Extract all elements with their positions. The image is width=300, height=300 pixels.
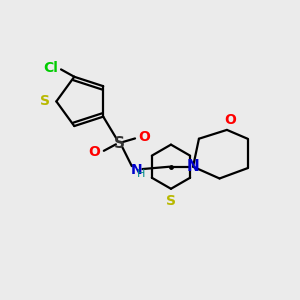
Text: N: N <box>131 163 142 177</box>
Text: S: S <box>166 194 176 208</box>
Text: O: O <box>88 145 100 159</box>
Text: O: O <box>139 130 150 144</box>
Text: Cl: Cl <box>43 61 58 75</box>
Text: H: H <box>136 169 145 179</box>
Text: S: S <box>114 136 125 151</box>
Text: O: O <box>224 113 236 127</box>
Text: S: S <box>40 94 50 108</box>
Text: N: N <box>187 159 200 174</box>
